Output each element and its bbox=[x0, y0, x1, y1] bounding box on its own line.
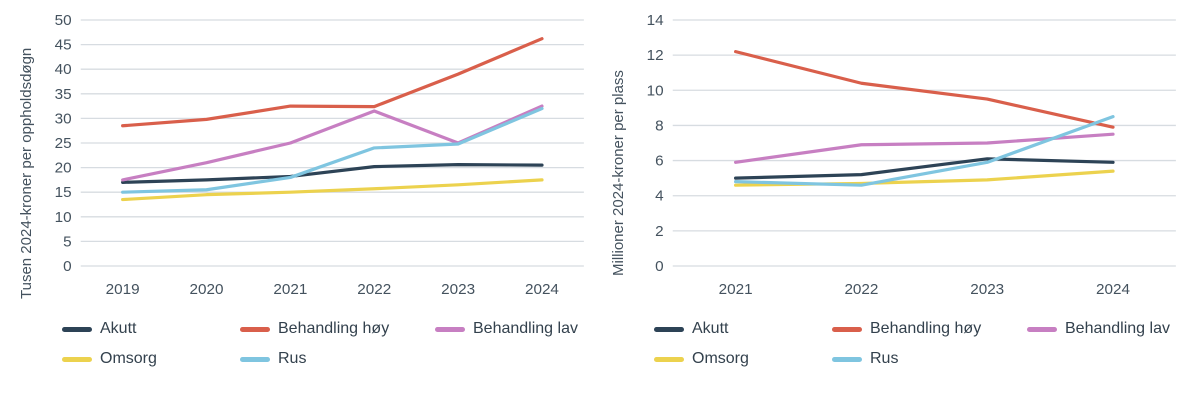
legend-swatch-omsorg bbox=[62, 356, 92, 362]
y-tick-label: 45 bbox=[55, 37, 72, 54]
legend-swatch-omsorg bbox=[654, 356, 684, 362]
x-tick-label: 2021 bbox=[273, 281, 307, 298]
legend-item-behandling-h-y: Behandling høy bbox=[832, 320, 1027, 338]
legend-item-behandling-lav: Behandling lav bbox=[1027, 320, 1182, 338]
series-line-rus bbox=[734, 115, 1115, 187]
x-tick-label: 2019 bbox=[106, 281, 140, 298]
y-tick-label: 12 bbox=[647, 47, 664, 64]
x-tick-label: 2023 bbox=[970, 281, 1004, 298]
legend-label: Behandling høy bbox=[870, 320, 982, 337]
legend-item-akutt: Akutt bbox=[654, 320, 832, 338]
y-tick-label: 0 bbox=[63, 258, 71, 275]
line-chart-plass: 0 2 4 6 8 10 12 14 2021 2022 2023 2024 bbox=[647, 12, 1176, 298]
y-tick-label: 35 bbox=[55, 86, 72, 103]
legend-label: Behandling høy bbox=[278, 320, 390, 337]
legend-swatch-behandling-h-y bbox=[240, 326, 270, 332]
x-tick-label: 2020 bbox=[190, 281, 224, 298]
y-tick-label: 50 bbox=[55, 12, 72, 29]
legend-item-omsorg: Omsorg bbox=[62, 350, 240, 368]
legend-label: Rus bbox=[870, 350, 899, 367]
legend-swatch-rus bbox=[240, 356, 270, 362]
chart-area-right: Millioner 2024-kroner per plass 0 2 4 6 8 10 1… bbox=[606, 6, 1182, 306]
legend-label: Behandling lav bbox=[1065, 320, 1170, 337]
legend-item-rus: Rus bbox=[240, 350, 435, 368]
legend-label: Akutt bbox=[100, 320, 137, 337]
y-tick-label: 10 bbox=[55, 209, 72, 226]
y-tick-label: 15 bbox=[55, 184, 72, 201]
legend-swatch-behandling-lav bbox=[435, 326, 465, 332]
y-tick-label: 4 bbox=[655, 188, 663, 205]
legend-label: Akutt bbox=[692, 320, 729, 337]
legend-item-behandling-lav: Behandling lav bbox=[435, 320, 590, 338]
legend-swatch-behandling-h-y bbox=[832, 326, 862, 332]
legend-swatch-rus bbox=[832, 356, 862, 362]
legend-left: Akutt Behandling høy Behandling lav Omsorg R… bbox=[62, 320, 590, 368]
y-tick-label: 8 bbox=[655, 118, 663, 135]
legend-label: Rus bbox=[278, 350, 307, 367]
legend-swatch-akutt bbox=[654, 326, 684, 332]
y-tick-label: 0 bbox=[655, 258, 663, 275]
x-tick-label: 2023 bbox=[441, 281, 475, 298]
x-tick-label: 2022 bbox=[357, 281, 391, 298]
legend-swatch-behandling-lav bbox=[1027, 326, 1057, 332]
legend-item-akutt: Akutt bbox=[62, 320, 240, 338]
legend-label: Behandling lav bbox=[473, 320, 578, 337]
y-tick-label: 25 bbox=[55, 135, 72, 152]
chart-panel-plass: Millioner 2024-kroner per plass 0 2 4 6 8 10 1… bbox=[598, 6, 1190, 401]
y-tick-label: 5 bbox=[63, 234, 71, 251]
y-tick-label: 10 bbox=[647, 82, 664, 99]
y-axis-title-right: Millioner 2024-kroner per plass bbox=[610, 70, 627, 276]
x-tick-label: 2021 bbox=[719, 281, 753, 298]
legend-swatch-akutt bbox=[62, 326, 92, 332]
chart-area-left: Tusen 2024-kroner per oppholdsdøgn 0 5 10 1… bbox=[14, 6, 590, 306]
chart-panel-oppholdsdogn: Tusen 2024-kroner per oppholdsdøgn 0 5 10 1… bbox=[6, 6, 598, 401]
legend-label: Omsorg bbox=[692, 350, 749, 367]
y-tick-label: 14 bbox=[647, 12, 664, 29]
x-tick-label: 2022 bbox=[844, 281, 878, 298]
series-line-behandling-h-y bbox=[121, 37, 544, 128]
y-tick-label: 20 bbox=[55, 160, 72, 177]
x-tick-label: 2024 bbox=[525, 281, 559, 298]
y-tick-label: 30 bbox=[55, 111, 72, 128]
y-tick-label: 2 bbox=[655, 223, 663, 240]
line-chart-oppholdsdogn: 0 5 10 15 20 25 30 35 40 45 50 2019 2020 2021 2022 2023… bbox=[55, 12, 584, 298]
legend-item-rus: Rus bbox=[832, 350, 1027, 368]
y-axis-title-left: Tusen 2024-kroner per oppholdsdøgn bbox=[18, 47, 35, 299]
series-line-akutt bbox=[734, 157, 1115, 180]
series-line-behandling-h-y bbox=[734, 50, 1115, 129]
x-tick-label: 2024 bbox=[1096, 281, 1130, 298]
series-line-akutt bbox=[121, 163, 544, 184]
legend-item-omsorg: Omsorg bbox=[654, 350, 832, 368]
legend-label: Omsorg bbox=[100, 350, 157, 367]
y-tick-label: 6 bbox=[655, 153, 663, 170]
y-tick-label: 40 bbox=[55, 61, 72, 78]
series-line-rus bbox=[121, 106, 544, 194]
legend-item-behandling-h-y: Behandling høy bbox=[240, 320, 435, 338]
legend-right: Akutt Behandling høy Behandling lav Omsorg R… bbox=[654, 320, 1182, 368]
series-line-omsorg bbox=[121, 178, 544, 202]
